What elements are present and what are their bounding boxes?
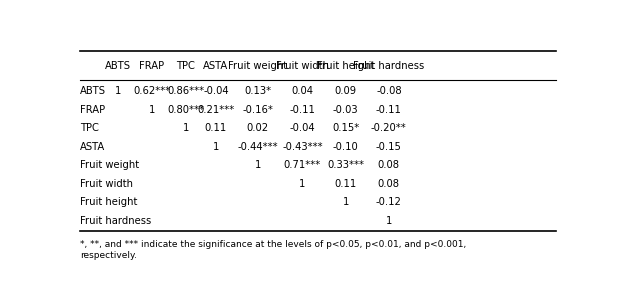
Text: 1: 1 — [299, 179, 306, 189]
Text: 1: 1 — [386, 216, 392, 226]
Text: 1: 1 — [342, 197, 349, 207]
Text: *, **, and *** indicate the significance at the levels of p<0.05, p<0.01, and p<: *, **, and *** indicate the significance… — [80, 241, 466, 260]
Text: 0.71***: 0.71*** — [284, 161, 321, 171]
Text: ASTA: ASTA — [80, 142, 105, 152]
Text: Fruit weight: Fruit weight — [228, 61, 287, 71]
Text: 0.80***: 0.80*** — [167, 105, 204, 115]
Text: 1: 1 — [254, 161, 261, 171]
Text: 0.86***: 0.86*** — [167, 86, 204, 96]
Text: -0.11: -0.11 — [290, 105, 316, 115]
Text: -0.04: -0.04 — [203, 86, 229, 96]
Text: 1: 1 — [115, 86, 122, 96]
Text: TPC: TPC — [80, 123, 99, 134]
Text: 1: 1 — [149, 105, 155, 115]
Text: 1: 1 — [213, 142, 219, 152]
Text: FRAP: FRAP — [140, 61, 164, 71]
Text: Fruit hardness: Fruit hardness — [353, 61, 425, 71]
Text: Fruit height: Fruit height — [80, 197, 137, 207]
Text: 0.15*: 0.15* — [332, 123, 359, 134]
Text: 1: 1 — [182, 123, 189, 134]
Text: 0.11: 0.11 — [335, 179, 356, 189]
Text: Fruit width: Fruit width — [80, 179, 133, 189]
Text: ABTS: ABTS — [105, 61, 131, 71]
Text: -0.20**: -0.20** — [371, 123, 407, 134]
Text: 0.02: 0.02 — [247, 123, 268, 134]
Text: -0.11: -0.11 — [376, 105, 402, 115]
Text: -0.12: -0.12 — [376, 197, 402, 207]
Text: -0.04: -0.04 — [290, 123, 315, 134]
Text: ASTA: ASTA — [203, 61, 229, 71]
Text: 0.09: 0.09 — [335, 86, 356, 96]
Text: 0.08: 0.08 — [378, 179, 400, 189]
Text: -0.44***: -0.44*** — [237, 142, 278, 152]
Text: -0.10: -0.10 — [333, 142, 358, 152]
Text: FRAP: FRAP — [80, 105, 105, 115]
Text: 0.33***: 0.33*** — [327, 161, 364, 171]
Text: 0.13*: 0.13* — [244, 86, 272, 96]
Text: Fruit weight: Fruit weight — [80, 161, 139, 171]
Text: 0.21***: 0.21*** — [197, 105, 234, 115]
Text: Fruit hardness: Fruit hardness — [80, 216, 151, 226]
Text: -0.16*: -0.16* — [242, 105, 273, 115]
Text: TPC: TPC — [176, 61, 195, 71]
Text: 0.04: 0.04 — [291, 86, 313, 96]
Text: -0.15: -0.15 — [376, 142, 402, 152]
Text: Fruit width: Fruit width — [276, 61, 329, 71]
Text: ABTS: ABTS — [80, 86, 106, 96]
Text: -0.08: -0.08 — [376, 86, 402, 96]
Text: 0.11: 0.11 — [205, 123, 227, 134]
Text: -0.03: -0.03 — [333, 105, 358, 115]
Text: -0.43***: -0.43*** — [282, 142, 322, 152]
Text: Fruit height: Fruit height — [317, 61, 374, 71]
Text: 0.08: 0.08 — [378, 161, 400, 171]
Text: 0.62***: 0.62*** — [133, 86, 171, 96]
